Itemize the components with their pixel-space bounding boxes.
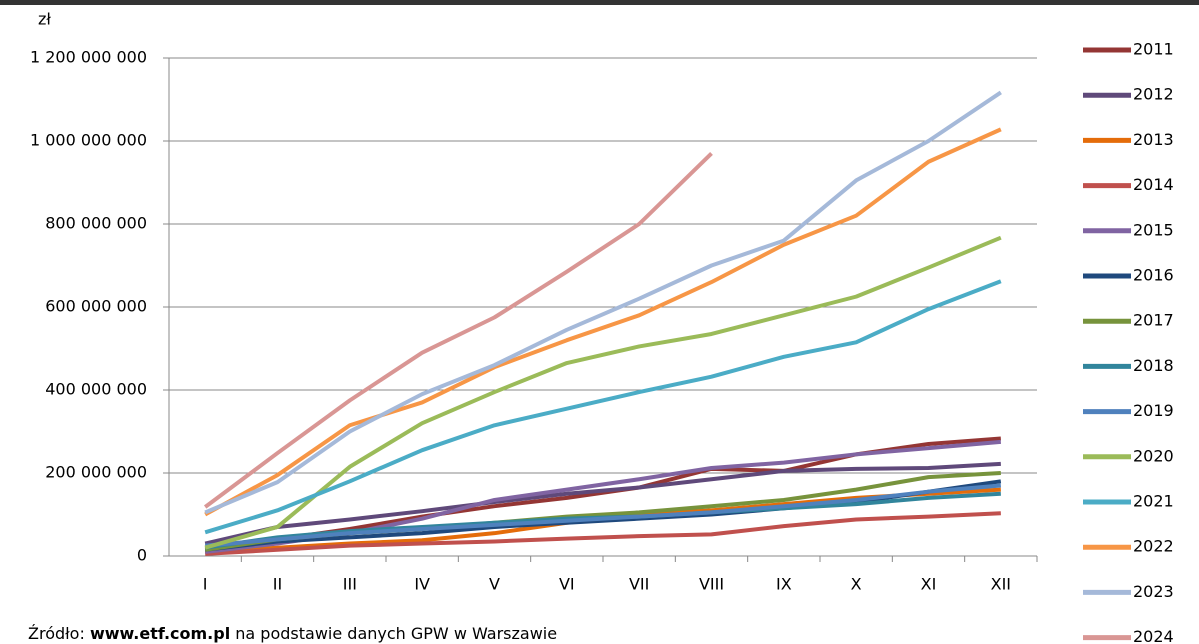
source-link[interactable]: www.etf.com.pl (90, 624, 230, 643)
legend-label: 2023 (1133, 582, 1174, 601)
x-tick-label: VIII (699, 575, 724, 594)
y-tick-label: 800 000 000 (45, 214, 147, 233)
series-line (204, 127, 1002, 517)
legend-label: 2011 (1133, 40, 1174, 59)
x-tick-label: VI (559, 575, 575, 594)
series-line (204, 90, 1002, 515)
source-suffix: na podstawie danych GPW w Warszawie (230, 624, 557, 643)
x-tick-label: XI (921, 575, 937, 594)
y-tick-label: 0 (137, 546, 147, 565)
unit-label: zł (38, 10, 51, 29)
legend-label: 2017 (1133, 311, 1174, 330)
series-line (204, 483, 1002, 548)
y-tick-label: 1 000 000 000 (30, 131, 147, 150)
x-tick-label: V (489, 575, 500, 594)
x-tick-label: IX (776, 575, 792, 594)
x-tick-label: VII (629, 575, 649, 594)
y-tick-label: 200 000 000 (45, 463, 147, 482)
x-tick-label: IV (414, 575, 430, 594)
series-line (204, 235, 1002, 550)
series-line (205, 511, 1001, 556)
legend-label: 2015 (1133, 220, 1174, 239)
y-tick-label: 1 200 000 000 (30, 48, 147, 67)
source-note: Źródło: www.etf.com.pl na podstawie dany… (28, 624, 557, 643)
legend-label: 2019 (1133, 401, 1174, 420)
legend-label: 2018 (1133, 356, 1174, 375)
x-tick-label: I (203, 575, 208, 594)
x-tick-label: X (851, 575, 862, 594)
series-line (204, 461, 1001, 546)
legend-label: 2012 (1133, 85, 1174, 104)
legend-label: 2014 (1133, 175, 1174, 194)
x-tick-label: III (343, 575, 357, 594)
x-tick-label: II (273, 575, 282, 594)
source-prefix: Źródło: (28, 624, 90, 643)
y-tick-label: 400 000 000 (45, 380, 147, 399)
legend-label: 2024 (1133, 627, 1174, 644)
legend-label: 2021 (1133, 492, 1174, 511)
series-line (203, 152, 713, 509)
legend-label: 2013 (1133, 130, 1174, 149)
legend-label: 2016 (1133, 266, 1174, 285)
series-line (204, 279, 1002, 535)
legend-label: 2022 (1133, 537, 1174, 556)
x-tick-label: XII (991, 575, 1011, 594)
top-border (0, 0, 1199, 5)
legend-label: 2020 (1133, 446, 1174, 465)
y-tick-label: 600 000 000 (45, 297, 147, 316)
